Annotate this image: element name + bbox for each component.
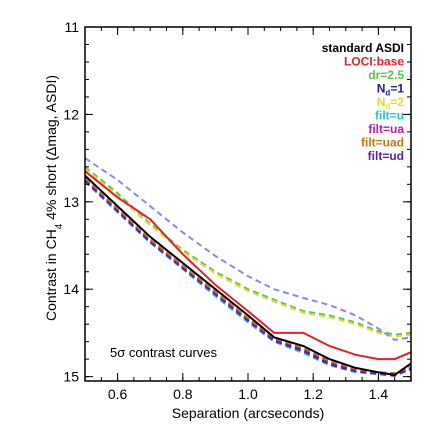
y-tick-label: 11 — [64, 19, 79, 35]
y-tick-label: 14 — [63, 281, 79, 297]
y-axis-label: Contrast in CH4 4% short (Δmag, ASDI) — [43, 75, 65, 321]
x-tick-label: 0.8 — [173, 386, 193, 402]
y-tick-label: 12 — [63, 106, 79, 122]
x-axis-label: Separation (arcseconds) — [172, 405, 325, 421]
legend-entry: LOCI:base — [344, 55, 404, 69]
plot-frame — [84, 26, 412, 382]
y-tick-label: 13 — [63, 194, 79, 210]
series-line-unlabeled — [85, 157, 411, 341]
legend-entry: standard ASDI — [322, 41, 404, 55]
legend-entry: Nd=2 — [377, 95, 405, 111]
annotation-5sigma: 5σ contrast curves — [110, 345, 218, 360]
x-tick-label: 1.0 — [238, 386, 258, 402]
legend-entry: filt=ua — [368, 122, 404, 136]
legend-entry: filt=ud — [368, 149, 404, 163]
series-layer — [85, 157, 411, 377]
y-tick-label: 15 — [63, 369, 79, 385]
series-line-n-d-2 — [85, 167, 411, 338]
ticks-layer: 0.6 0.8 1.0 1.2 1.4 11 12 13 14 15 — [63, 19, 412, 402]
series-line-dr-2-5 — [85, 166, 411, 336]
legend-entry: Nd=1 — [377, 82, 405, 98]
legend-entry: dr=2.5 — [368, 68, 404, 82]
x-tick-label: 1.4 — [369, 386, 389, 402]
series-line-loci-base — [85, 170, 411, 361]
x-tick-label: 1.2 — [303, 386, 323, 402]
legend-entry: filt=u — [375, 109, 404, 123]
x-tick-label: 0.6 — [108, 386, 128, 402]
legend-entry: filt=uad — [361, 136, 404, 150]
series-line-standard-asdi — [85, 174, 411, 376]
legend: standard ASDILOCI:basedr=2.5Nd=1Nd=2filt… — [322, 41, 405, 163]
